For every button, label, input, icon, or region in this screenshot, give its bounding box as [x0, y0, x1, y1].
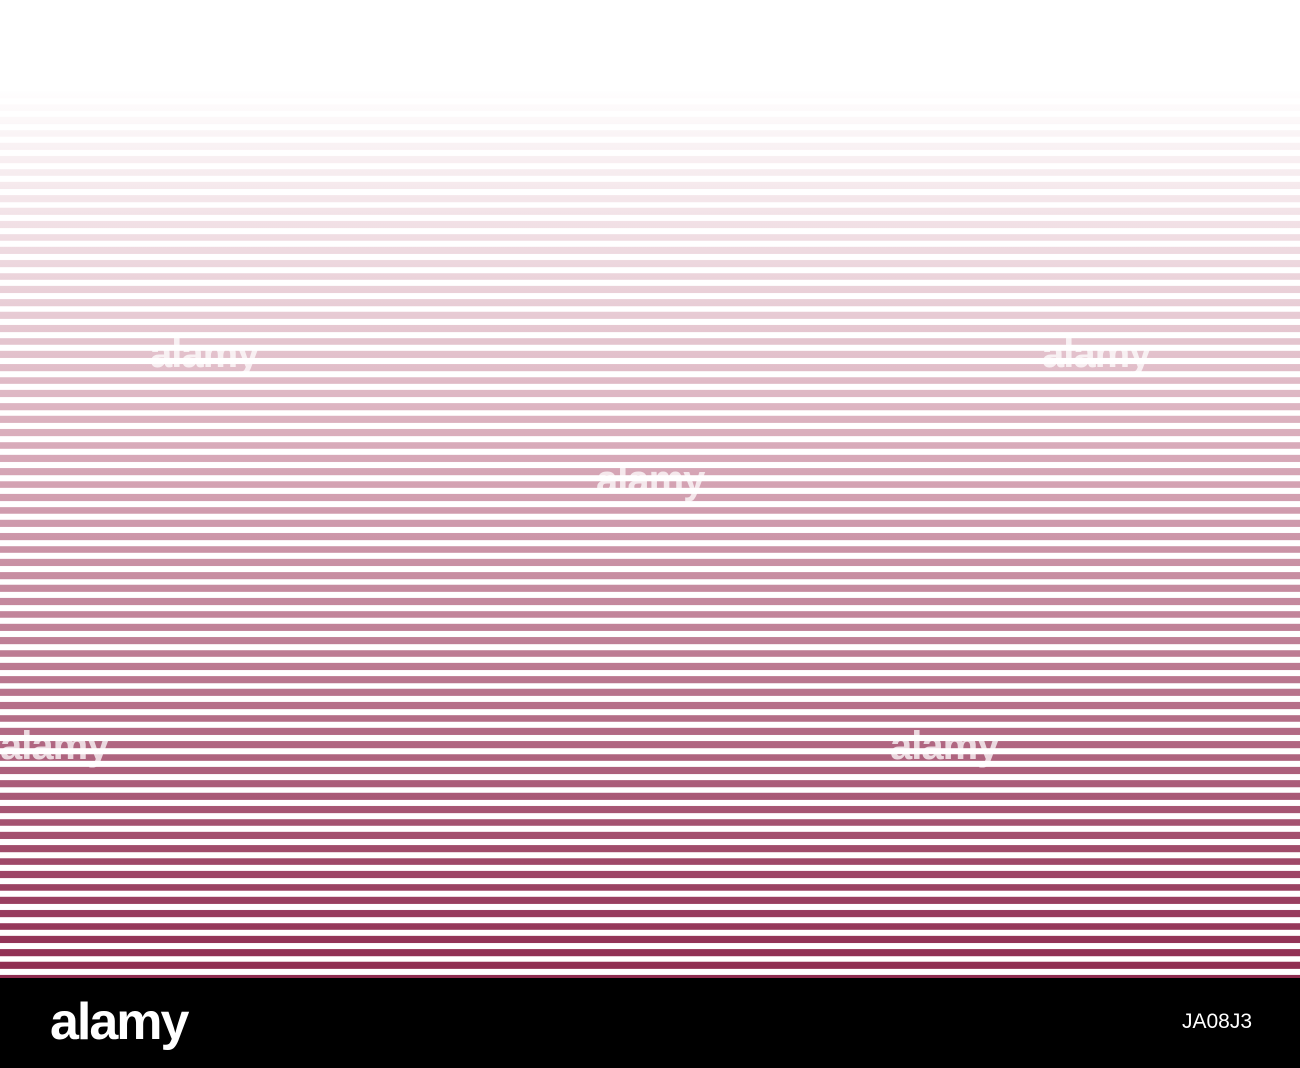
watermark: alamy: [150, 332, 259, 376]
watermark: alamy: [0, 724, 109, 768]
image-id: JA08J3: [1181, 1010, 1252, 1033]
footer: alamy JA08J3: [0, 978, 1300, 1068]
watermark: alamy: [890, 724, 999, 768]
logo: alamy: [50, 993, 189, 1051]
watermark: alamy: [1042, 332, 1151, 376]
watermark: alamy: [596, 458, 705, 502]
striped-image: alamy alamy alamy alamy alamy: [0, 0, 1300, 978]
stripes: [0, 0, 1300, 978]
